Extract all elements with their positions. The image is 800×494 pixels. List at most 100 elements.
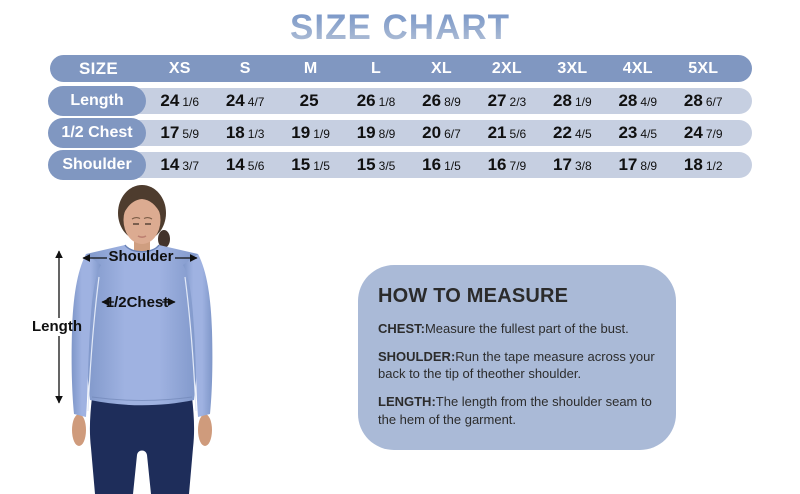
row-label-length: Length <box>48 86 146 116</box>
cell-fraction: 4/9 <box>640 95 658 109</box>
row-label-shoulder: Shoulder <box>48 150 146 180</box>
table-cell: 20 6/7 <box>409 123 474 143</box>
cell-whole: 19 <box>291 123 311 142</box>
table-cell: 17 5/9 <box>147 123 212 143</box>
page-title: SIZE CHART <box>0 8 800 48</box>
measure-desc: Run the tape measure across your back to… <box>378 349 655 382</box>
length-measure-label: Length <box>32 318 82 335</box>
cell-whole: 23 <box>618 123 638 142</box>
table-cell: 16 1/5 <box>409 155 474 175</box>
cell-fraction: 8/9 <box>640 159 658 173</box>
cell-fraction: 6/7 <box>444 127 461 141</box>
figure-left-hand <box>72 414 86 446</box>
table-row-half-chest: 1/2 Chest 17 5/9 18 1/3 19 1/9 19 8/9 20 6/7 … <box>48 118 752 148</box>
table-header-size-cell: L <box>371 59 382 77</box>
cell-fraction: 4/7 <box>247 95 265 109</box>
figure-right-sleeve <box>183 254 213 417</box>
cell-whole: 17 <box>618 155 638 174</box>
figure-shirt-torso <box>84 245 200 406</box>
measure-term: CHEST: <box>378 321 425 336</box>
table-cell: 16 7/9 <box>474 155 539 175</box>
table-cell: 17 8/9 <box>605 155 670 175</box>
table-header-size-cell: M <box>303 59 318 77</box>
table-cell: 17 3/8 <box>540 155 605 175</box>
cell-whole: 28 <box>618 91 638 110</box>
table-header-size-cell: XS <box>168 59 191 77</box>
cell-fraction: 4/5 <box>640 127 658 141</box>
cell-fraction: 7/9 <box>509 159 527 173</box>
figure-right-hand <box>198 414 212 446</box>
figure-arm-seam-left <box>87 276 100 412</box>
measure-term: LENGTH: <box>378 394 436 410</box>
cell-fraction: 1/9 <box>313 127 330 141</box>
cell-whole: 17 <box>553 155 572 174</box>
table-cell: 28 4/9 <box>605 91 670 111</box>
cell-whole: 14 <box>225 155 245 174</box>
table-header-size-label: SIZE <box>79 58 118 78</box>
table-cell: 18 1/2 <box>671 155 736 175</box>
table-cell: 26 8/9 <box>409 91 474 111</box>
figure-hair-bun <box>158 230 170 248</box>
cell-whole: 15 <box>356 155 376 174</box>
how-to-measure-box: HOW TO MEASURE CHEST:Measure the fullest… <box>358 265 676 450</box>
table-cell: 14 5/6 <box>212 155 277 175</box>
figure-lips <box>137 235 147 238</box>
cell-whole: 24 <box>683 123 703 142</box>
cell-whole: 19 <box>356 123 376 142</box>
table-cell: 14 3/7 <box>147 155 212 175</box>
shoulder-measure-label: Shoulder <box>108 248 174 265</box>
figure-eyebrows <box>131 217 153 220</box>
cell-whole: 15 <box>291 155 311 174</box>
cell-fraction: 4/5 <box>574 127 592 141</box>
cell-fraction: 2/3 <box>509 95 527 109</box>
cell-whole: 28 <box>553 91 572 110</box>
measure-desc: The length from the shoulder seam to the… <box>378 394 652 427</box>
table-cell: 21 5/6 <box>474 123 539 143</box>
figure-neckline <box>124 244 160 253</box>
measure-instruction: LENGTH:The length from the shoulder seam… <box>378 393 658 427</box>
table-cell: 27 2/3 <box>474 91 539 111</box>
table-header-size-cell: 2XL <box>491 59 522 77</box>
figure-fringe <box>123 192 161 215</box>
row-label-half-chest: 1/2 Chest <box>48 118 146 148</box>
table-cell: 26 1/8 <box>343 91 408 111</box>
cell-fraction: 7/9 <box>705 127 723 141</box>
table-cell: 22 4/5 <box>540 123 605 143</box>
table-header-size-cell: 3XL <box>557 59 588 77</box>
size-table: SIZE XS S M L XL 2XL 3XL 4XL 5XL Length <box>48 55 752 180</box>
table-header-size-cell: 4XL <box>622 59 653 77</box>
cell-whole: 26 <box>422 91 442 110</box>
cell-whole: 24 <box>160 91 180 110</box>
figure-left-sleeve <box>71 254 101 417</box>
table-row-length: Length 24 1/6 24 4/7 25 26 1/8 26 8/9 27 2/3 … <box>48 86 752 116</box>
model-figure <box>55 185 213 494</box>
measure-desc: Measure the fullest part of the bust. <box>424 321 629 336</box>
measure-box-title: HOW TO MEASURE <box>378 285 569 307</box>
cell-fraction: 1/5 <box>313 159 330 173</box>
cell-whole: 18 <box>225 123 245 142</box>
table-header-size-cell: S <box>239 59 251 77</box>
figure-arm-seam-right <box>184 276 197 412</box>
cell-whole: 21 <box>487 123 507 142</box>
cell-whole: 25 <box>299 91 319 110</box>
cell-whole: 20 <box>422 123 442 142</box>
cell-fraction: 5/6 <box>247 159 265 173</box>
cell-fraction: 5/9 <box>182 127 200 141</box>
cell-whole: 27 <box>487 91 507 110</box>
cell-whole: 24 <box>225 91 245 110</box>
table-header-size-cell: 5XL <box>688 59 719 77</box>
table-cell: 24 4/7 <box>212 91 277 111</box>
cell-whole: 17 <box>160 123 180 142</box>
cell-fraction: 1/9 <box>574 95 592 109</box>
table-cell: 28 1/9 <box>540 91 605 111</box>
table-cell: 19 8/9 <box>343 123 408 143</box>
measure-instruction: CHEST:Measure the fullest part of the bu… <box>378 320 658 337</box>
cell-fraction: 1/3 <box>247 127 265 141</box>
cell-fraction: 3/8 <box>574 159 592 173</box>
cell-fraction: 3/7 <box>182 159 200 173</box>
table-row-shoulder: Shoulder 14 3/7 14 5/6 15 1/5 15 3/5 16 1/5 1… <box>48 150 752 180</box>
half-chest-measure-label: 1/2Chest <box>105 294 169 311</box>
cell-fraction: 1/8 <box>378 95 396 109</box>
cell-fraction: 6/7 <box>705 95 723 109</box>
